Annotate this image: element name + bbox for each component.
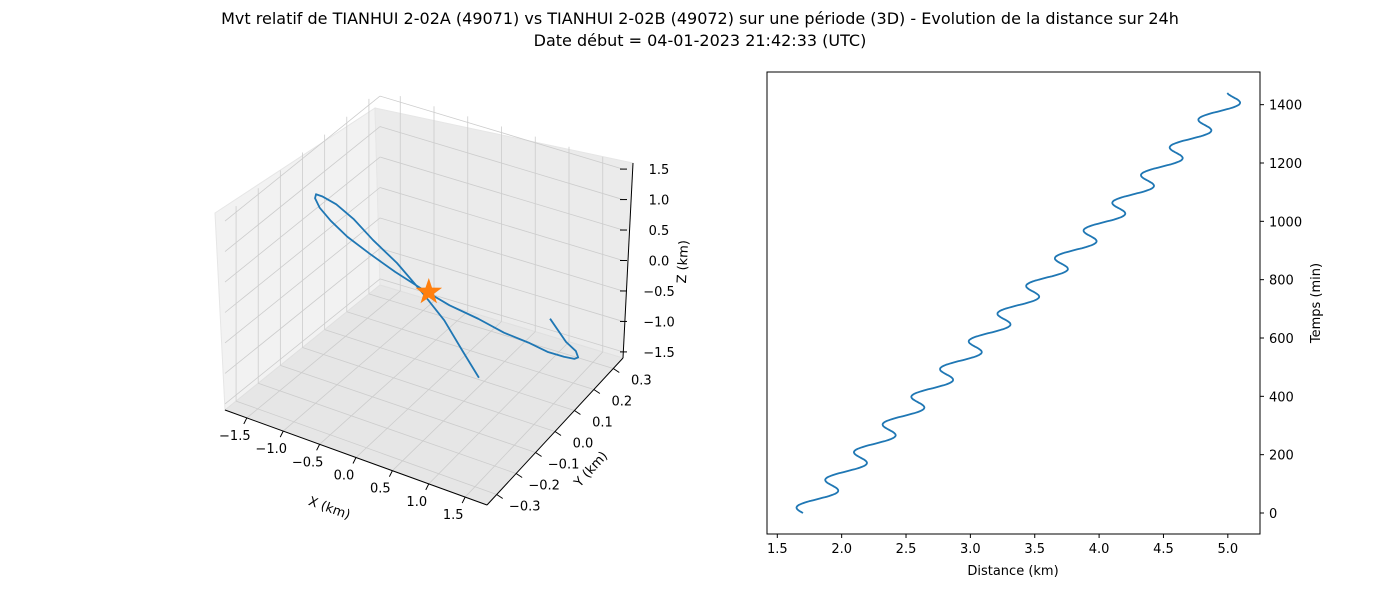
z-tick-label: 0.0 <box>649 255 670 270</box>
y-tick-label-2d: 1200 <box>1269 157 1302 172</box>
y-tick-label-2d: 400 <box>1269 390 1294 405</box>
y-tick-label: −0.2 <box>528 479 560 494</box>
z-axis-line <box>622 162 634 359</box>
x-tick <box>243 417 248 425</box>
y-tick <box>593 389 601 394</box>
y-tick <box>613 368 620 373</box>
y-tick-label-2d: 800 <box>1269 274 1294 289</box>
y-tick-label-2d: 1400 <box>1269 99 1302 114</box>
x-tick-label: −0.5 <box>292 455 324 470</box>
y-tick-label-2d: 200 <box>1269 449 1294 464</box>
x-tick <box>425 483 430 491</box>
grid-line <box>302 347 556 432</box>
y-tick <box>574 410 581 415</box>
grid-line <box>346 311 594 390</box>
grid-line <box>224 95 381 222</box>
grid-line <box>379 156 624 231</box>
y-tick-label: 0.1 <box>592 416 613 431</box>
x-tick-label: 1.0 <box>406 495 427 510</box>
x-tick-label-2d: 3.0 <box>960 542 981 557</box>
y-tick-label-2d: 0 <box>1269 507 1277 522</box>
y-tick-label: −0.3 <box>509 500 541 515</box>
distance-curve <box>795 92 1241 514</box>
y-tick <box>535 452 542 457</box>
x-axis-label-2d: Distance (km) <box>967 564 1058 579</box>
x-axis-label: X (km) <box>306 494 352 523</box>
grid-line <box>379 95 624 170</box>
y-tick <box>515 473 523 478</box>
grid-line <box>368 293 614 369</box>
z-tick-label: −1.0 <box>643 315 675 330</box>
ticks-3d: −1.5 −1.0 −0.5 0.0 0.5 1.0 1.5 −0.3 −0.2 −0.1 0.0 0… <box>219 163 675 523</box>
grid-line <box>224 156 381 283</box>
x-tick-label: −1.0 <box>255 442 287 457</box>
y-tick-label: 0.2 <box>612 395 633 410</box>
x-tick-label-2d: 4.5 <box>1153 542 1174 557</box>
x-tick-label: 1.5 <box>443 508 464 523</box>
y-tick <box>554 431 562 436</box>
grid-line <box>280 364 536 453</box>
x-tick-label-2d: 2.5 <box>896 542 917 557</box>
z-tick-label: −0.5 <box>643 285 675 300</box>
grid-line <box>235 400 497 495</box>
x-tick-label: 0.5 <box>370 482 391 497</box>
x-tick <box>316 444 321 451</box>
grid-3d <box>224 95 624 498</box>
grid-line <box>224 187 381 313</box>
y-tick <box>496 494 503 499</box>
x-tick-label: −1.5 <box>219 429 251 444</box>
figure-subtitle: Date début = 04-01-2023 21:42:33 (UTC) <box>533 31 867 50</box>
x-tick <box>279 430 284 438</box>
x-tick-label-2d: 3.5 <box>1024 542 1045 557</box>
grid-line <box>379 248 624 322</box>
grid-line <box>379 187 624 261</box>
grid-line <box>224 248 381 374</box>
x-tick <box>388 470 393 477</box>
grid-line <box>224 126 381 252</box>
grid-line <box>224 278 381 405</box>
z-tick-label: 0.5 <box>649 224 670 239</box>
y-tick-label: 0.3 <box>631 374 652 389</box>
ticks-2d: 1.5 2.0 2.5 3.0 3.5 4.0 4.5 5.0 0 200 400 600 800 100… <box>767 99 1302 557</box>
y-tick-label: 0.0 <box>573 437 594 452</box>
plot-area-frame <box>766 71 1261 535</box>
grid-line <box>224 217 381 344</box>
grid-line <box>379 126 624 200</box>
y-axis-label-2d: Temps (min) <box>1309 263 1324 344</box>
x-tick <box>461 496 466 504</box>
y-tick-label-2d: 1000 <box>1269 215 1302 230</box>
x-tick-label-2d: 1.5 <box>767 542 788 557</box>
grid-line <box>258 382 517 474</box>
x-tick-label-2d: 4.0 <box>1089 542 1110 557</box>
x-tick-label: 0.0 <box>334 469 355 484</box>
axes-3d: −1.5 −1.0 −0.5 0.0 0.5 1.0 1.5 −0.3 −0.2 −0.1 0.0 0… <box>214 95 692 523</box>
z-axis-label: Z (km) <box>675 240 692 284</box>
reference-star-marker <box>415 278 443 304</box>
x-tick <box>352 457 357 464</box>
axes-2d: 1.5 2.0 2.5 3.0 3.5 4.0 4.5 5.0 0 200 400 600 800 100… <box>766 71 1324 579</box>
x-tick-label-2d: 2.0 <box>831 542 852 557</box>
grid-line <box>379 217 624 292</box>
relative-orbit-line <box>314 193 580 379</box>
z-tick-label: −1.5 <box>643 346 675 361</box>
y-tick-label-2d: 600 <box>1269 332 1294 347</box>
x-tick-label-2d: 5.0 <box>1217 542 1238 557</box>
z-tick-label: 1.5 <box>649 163 670 178</box>
figure-title: Mvt relatif de TIANHUI 2-02A (49071) vs … <box>221 9 1179 28</box>
grid-line <box>324 329 575 411</box>
y-tick-label: −0.1 <box>548 458 580 473</box>
z-tick-label: 1.0 <box>649 194 670 209</box>
